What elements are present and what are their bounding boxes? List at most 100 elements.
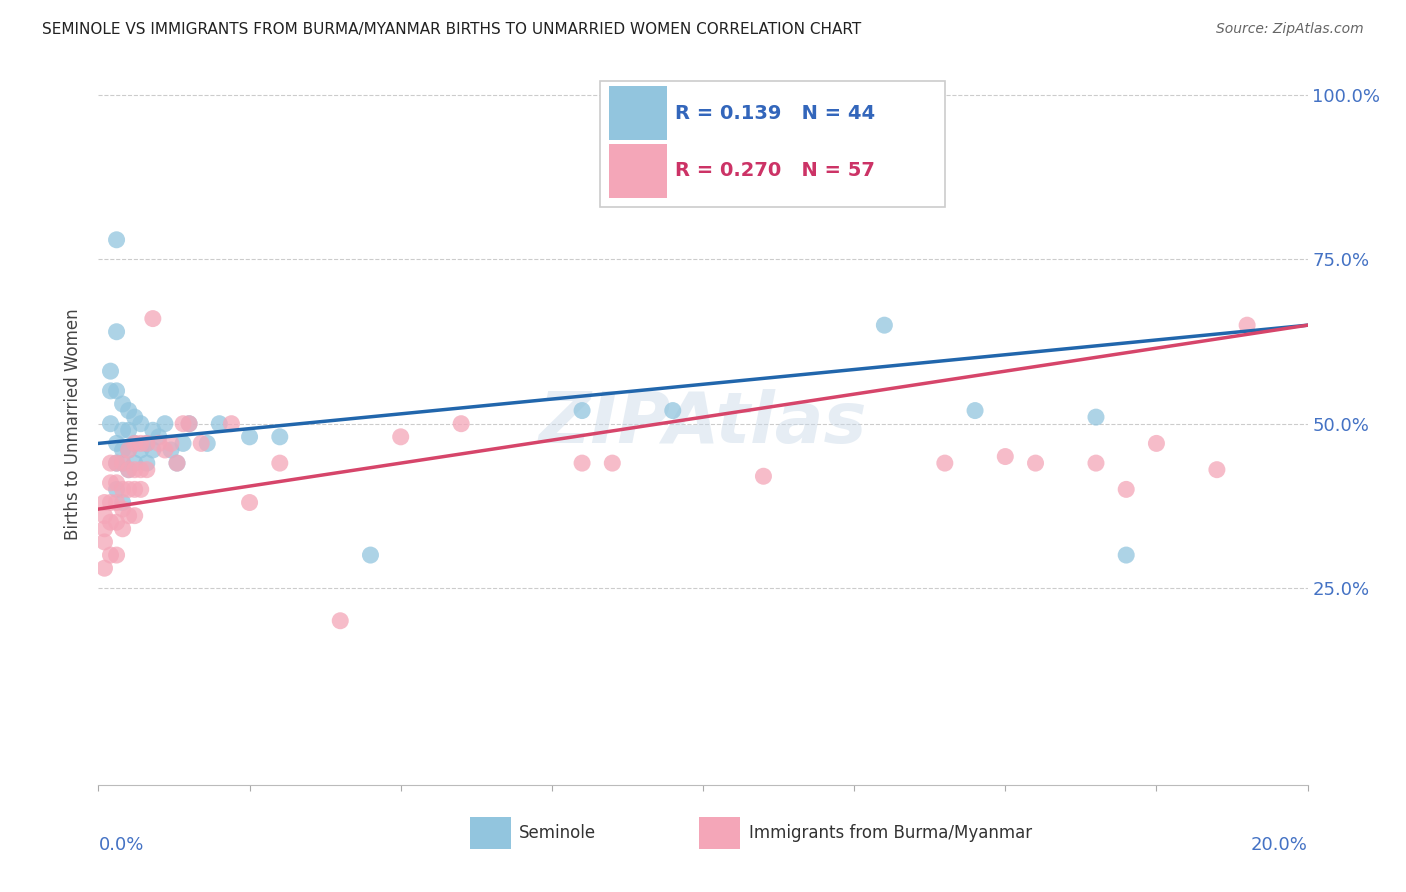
- Point: [105, 233, 128, 247]
- Text: R = 0.270   N = 57: R = 0.270 N = 57: [675, 161, 875, 180]
- Point: [1206, 463, 1229, 477]
- Point: [179, 417, 201, 431]
- Point: [129, 463, 152, 477]
- Point: [124, 436, 146, 450]
- Point: [93, 522, 115, 536]
- Point: [153, 442, 176, 457]
- Point: [142, 423, 165, 437]
- Text: 0.0%: 0.0%: [98, 836, 143, 854]
- Point: [1144, 436, 1167, 450]
- Point: [129, 483, 152, 497]
- Point: [111, 456, 134, 470]
- Point: [111, 522, 134, 536]
- Point: [124, 436, 146, 450]
- Point: [179, 417, 201, 431]
- FancyBboxPatch shape: [609, 86, 666, 140]
- Point: [105, 436, 128, 450]
- Point: [100, 384, 122, 398]
- Point: [873, 318, 896, 333]
- Point: [172, 436, 194, 450]
- Point: [118, 442, 141, 457]
- Point: [148, 430, 170, 444]
- FancyBboxPatch shape: [609, 144, 666, 198]
- Point: [105, 548, 128, 562]
- Point: [118, 442, 141, 457]
- Point: [269, 456, 291, 470]
- Point: [124, 410, 146, 425]
- Text: ZIPAtlas: ZIPAtlas: [538, 389, 868, 458]
- Point: [105, 325, 128, 339]
- Point: [105, 456, 128, 470]
- Point: [661, 403, 683, 417]
- Point: [111, 502, 134, 516]
- FancyBboxPatch shape: [600, 80, 945, 207]
- Point: [208, 417, 231, 431]
- Point: [135, 456, 157, 470]
- Point: [1024, 456, 1046, 470]
- Point: [105, 515, 128, 529]
- Point: [965, 403, 987, 417]
- Point: [111, 397, 134, 411]
- Point: [124, 483, 146, 497]
- Point: [1115, 483, 1137, 497]
- Point: [135, 463, 157, 477]
- Point: [142, 442, 165, 457]
- Point: [142, 311, 165, 326]
- Point: [111, 483, 134, 497]
- Point: [111, 495, 134, 509]
- Point: [360, 548, 382, 562]
- Point: [160, 436, 183, 450]
- Point: [93, 561, 115, 575]
- Point: [111, 442, 134, 457]
- Point: [153, 417, 176, 431]
- Text: R = 0.139   N = 44: R = 0.139 N = 44: [675, 103, 876, 122]
- Point: [105, 483, 128, 497]
- Text: Immigrants from Burma/Myanmar: Immigrants from Burma/Myanmar: [749, 824, 1032, 842]
- Point: [100, 475, 122, 490]
- Point: [124, 463, 146, 477]
- Text: Seminole: Seminole: [519, 824, 596, 842]
- Point: [1085, 456, 1108, 470]
- Point: [148, 436, 170, 450]
- Point: [135, 436, 157, 450]
- Point: [1236, 318, 1258, 333]
- Point: [571, 456, 593, 470]
- Point: [269, 430, 291, 444]
- Point: [571, 403, 593, 417]
- Point: [118, 403, 141, 417]
- Point: [195, 436, 218, 450]
- Point: [129, 442, 152, 457]
- FancyBboxPatch shape: [470, 817, 510, 848]
- Point: [118, 508, 141, 523]
- Text: Source: ZipAtlas.com: Source: ZipAtlas.com: [1216, 22, 1364, 37]
- Point: [160, 442, 183, 457]
- Point: [602, 456, 624, 470]
- Point: [239, 430, 262, 444]
- Point: [105, 475, 128, 490]
- Point: [118, 483, 141, 497]
- Point: [118, 423, 141, 437]
- Point: [100, 456, 122, 470]
- Point: [450, 417, 472, 431]
- Point: [111, 423, 134, 437]
- Point: [111, 456, 134, 470]
- Point: [135, 436, 157, 450]
- Point: [124, 508, 146, 523]
- Point: [124, 456, 146, 470]
- Point: [118, 463, 141, 477]
- Point: [93, 508, 115, 523]
- Point: [221, 417, 243, 431]
- Point: [934, 456, 956, 470]
- Point: [105, 495, 128, 509]
- Point: [994, 450, 1017, 464]
- Point: [129, 417, 152, 431]
- Point: [105, 384, 128, 398]
- Point: [100, 548, 122, 562]
- Point: [100, 495, 122, 509]
- Point: [166, 456, 188, 470]
- Point: [100, 364, 122, 378]
- Point: [1115, 548, 1137, 562]
- Point: [118, 463, 141, 477]
- Point: [100, 515, 122, 529]
- FancyBboxPatch shape: [699, 817, 741, 848]
